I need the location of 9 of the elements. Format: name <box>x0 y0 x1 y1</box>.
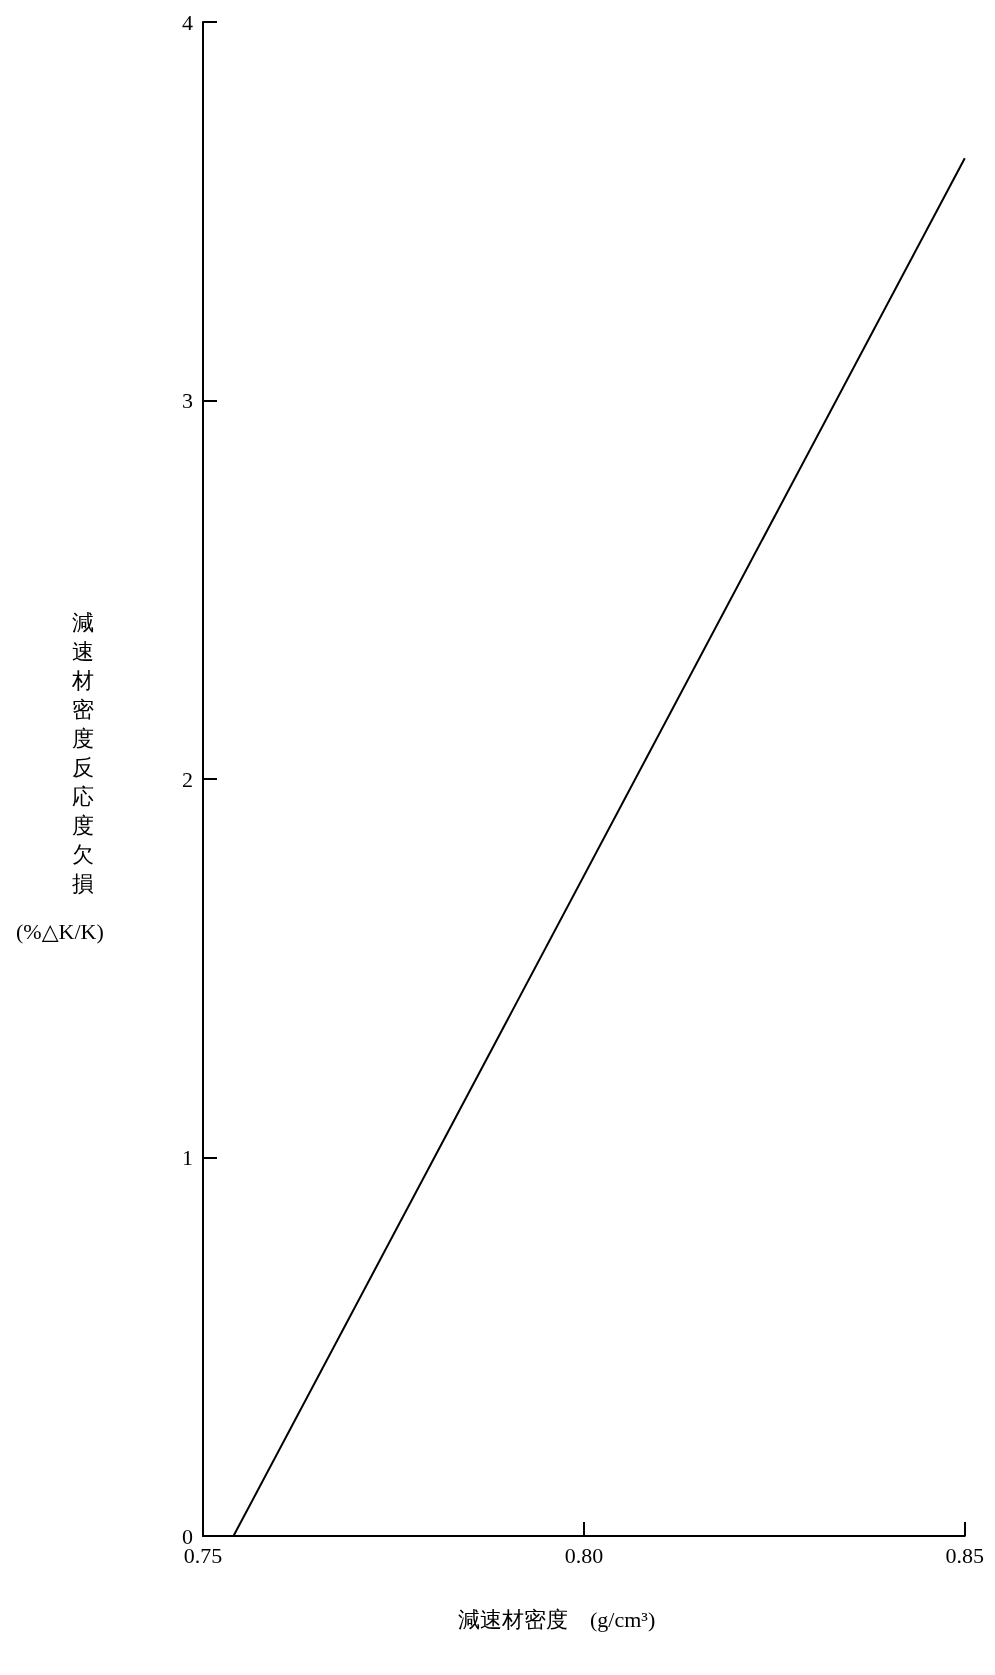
x-tick-label: 0.80 <box>564 1542 604 1568</box>
y-tick-label: 4 <box>182 9 193 35</box>
y-tick-label: 3 <box>182 388 193 413</box>
y-tick-label: 2 <box>182 766 193 792</box>
y-tick-label: 1 <box>182 1145 193 1170</box>
x-axis-title: 減速材密度 (g/cm³) <box>458 1606 656 1632</box>
y-tick-label: 0 <box>182 1523 193 1549</box>
x-tick-label: 0.85 <box>945 1542 984 1568</box>
text: 減速材密度反応度欠損 (%△K/K) <box>16 610 104 944</box>
